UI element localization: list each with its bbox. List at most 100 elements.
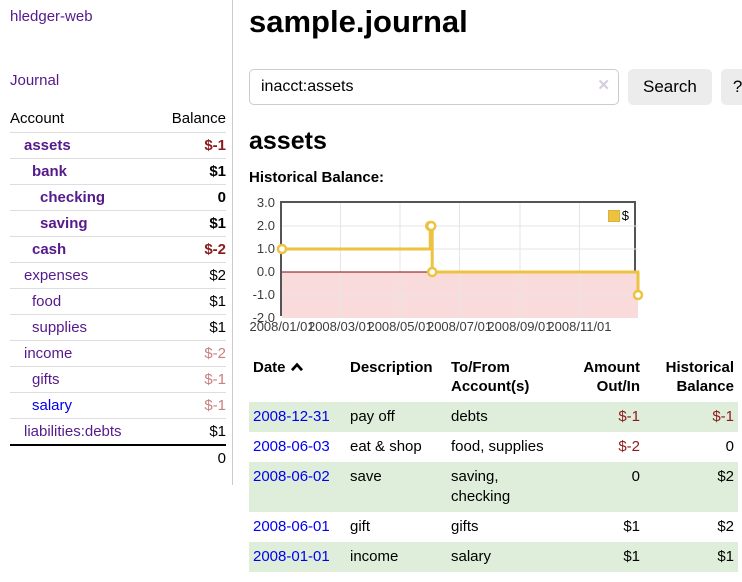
- transaction-accounts: salary: [451, 548, 492, 565]
- register-table-body: 2008-12-31 pay off debts $-1 $-1 2008-06-03 ea…: [249, 402, 738, 572]
- chart-y-tick-label: 0.0: [256, 264, 275, 279]
- register-row: 2008-06-02 save saving, checking 0 $2: [249, 462, 738, 512]
- search-form: ✕ Search ?: [249, 69, 742, 105]
- register-header-description: Description: [350, 359, 433, 376]
- main-content: sample.journal ✕ Search ? assets Histori…: [233, 0, 742, 572]
- transaction-date-link[interactable]: 2008-06-03: [253, 438, 330, 455]
- legend-label: $: [621, 208, 629, 223]
- account-balance: $1: [155, 314, 226, 341]
- account-row: liabilities:debts $1: [10, 418, 226, 445]
- transaction-amount: $-2: [618, 438, 640, 455]
- account-link-food[interactable]: food: [32, 293, 62, 310]
- accounts-header-row: Account Balance: [10, 106, 226, 133]
- accounts-total-value: 0: [155, 444, 226, 471]
- account-link-cash[interactable]: cash: [32, 241, 67, 258]
- account-balance: $-2: [155, 236, 226, 263]
- account-row: assets $-1: [10, 132, 226, 159]
- account-link-salary[interactable]: salary: [32, 397, 73, 414]
- register-header-accounts: To/From Account(s): [451, 359, 530, 395]
- register-header-date[interactable]: Date: [249, 355, 346, 402]
- account-row: food $1: [10, 288, 226, 315]
- chart-x-tick-label: 2008/11/01: [547, 319, 612, 334]
- transaction-description: eat & shop: [350, 438, 422, 455]
- account-link-gifts[interactable]: gifts: [32, 371, 60, 388]
- transaction-accounts: food, supplies: [451, 438, 544, 455]
- transaction-accounts: saving, checking: [451, 468, 511, 505]
- transaction-balance: 0: [725, 438, 734, 455]
- chart-y-tick-label: -2.0: [252, 310, 275, 325]
- accounts-table: Account Balance assets $-1 bank $1 checking 0…: [10, 106, 226, 471]
- help-button[interactable]: ?: [720, 69, 742, 105]
- chart-x-tick-label: 2008/09/01: [487, 319, 553, 334]
- sort-ascending-icon: [290, 362, 303, 372]
- transaction-date-link[interactable]: 2008-06-02: [253, 468, 330, 485]
- sidebar-item-journal[interactable]: Journal: [10, 72, 60, 89]
- account-link-bank[interactable]: bank: [32, 163, 68, 180]
- transaction-description: save: [350, 468, 382, 485]
- account-balance: $1: [155, 210, 226, 237]
- transaction-balance: $2: [717, 468, 734, 485]
- search-button[interactable]: Search: [628, 69, 712, 105]
- account-link-income[interactable]: income: [24, 345, 73, 362]
- transaction-amount: $1: [623, 518, 640, 535]
- account-row: bank $1: [10, 158, 226, 185]
- transaction-date-link[interactable]: 2008-12-31: [253, 408, 330, 425]
- account-balance: $-1: [155, 132, 226, 159]
- chart-x-tick-label: 2008/03/01: [307, 319, 374, 334]
- transaction-date-link[interactable]: 2008-01-01: [253, 548, 330, 565]
- accounts-table-body: assets $-1 bank $1 checking 0 saving $1 cash $-2 e…: [10, 132, 226, 445]
- chart-y-tick-label: 2.0: [256, 218, 275, 233]
- historical-balance-chart: $ 3.0 2.0 1.0 0.0 -1.0 -2.0 2008/01/01 2008/03/…: [249, 196, 738, 334]
- account-link-supplies[interactable]: supplies: [32, 319, 88, 336]
- account-link-expenses[interactable]: expenses: [24, 267, 89, 284]
- chart-y-tick-label: 3.0: [256, 195, 275, 210]
- account-link-assets[interactable]: assets: [24, 137, 71, 154]
- account-link-checking[interactable]: checking: [40, 189, 106, 206]
- account-row: income $-2: [10, 340, 226, 367]
- register-header-row: Date Description To/From Account(s) Amou…: [249, 355, 738, 402]
- search-input[interactable]: [249, 69, 619, 105]
- transaction-description: income: [350, 548, 399, 565]
- account-link-saving[interactable]: saving: [40, 215, 88, 232]
- account-row: salary $-1: [10, 392, 226, 419]
- account-balance: $1: [155, 288, 226, 315]
- chart-legend: $: [606, 207, 630, 224]
- chart-title: Historical Balance:: [249, 169, 385, 186]
- sidebar: hledger-web Journal Account Balance asse…: [0, 0, 233, 485]
- chart-x-tick-label: 2008/01/01: [249, 319, 315, 334]
- app-title-link[interactable]: hledger-web: [10, 8, 93, 25]
- register-row: 2008-06-03 eat & shop food, supplies $-2 0: [249, 432, 738, 462]
- accounts-total-row: 0: [10, 444, 226, 471]
- register-header-balance: Historical Balance: [665, 359, 734, 395]
- transaction-balance: $-1: [712, 408, 734, 425]
- transaction-date-link[interactable]: 2008-06-01: [253, 518, 330, 535]
- transaction-balance: $2: [717, 518, 734, 535]
- account-balance: $1: [155, 418, 226, 445]
- account-balance: $2: [155, 262, 226, 289]
- accounts-header-balance: Balance: [171, 110, 226, 127]
- chart-x-tick-label: 2008/07/01: [426, 319, 493, 334]
- account-balance: $-2: [155, 340, 226, 367]
- register-row: 2008-06-01 gift gifts $1 $2: [249, 512, 738, 542]
- register-table: Date Description To/From Account(s) Amou…: [249, 355, 738, 572]
- account-balance: 0: [155, 184, 226, 211]
- account-row: cash $-2: [10, 236, 226, 263]
- account-row: saving $1: [10, 210, 226, 237]
- transaction-accounts: gifts: [451, 518, 479, 535]
- account-row: expenses $2: [10, 262, 226, 289]
- register-header-amount: Amount Out/In: [583, 359, 640, 395]
- account-balance: $-1: [155, 366, 226, 393]
- register-row: 2008-12-31 pay off debts $-1 $-1: [249, 402, 738, 432]
- transaction-description: gift: [350, 518, 371, 535]
- clear-search-icon[interactable]: ✕: [597, 77, 610, 94]
- register-row: 2008-01-01 income salary $1 $1: [249, 542, 738, 572]
- transaction-amount: $-1: [618, 408, 640, 425]
- account-row: checking 0: [10, 184, 226, 211]
- chart-y-tick-label: 1.0: [256, 241, 275, 256]
- account-balance: $-1: [155, 392, 226, 419]
- account-link-liabilities-debts[interactable]: liabilities:debts: [24, 423, 122, 440]
- transaction-balance: $1: [717, 548, 734, 565]
- transaction-amount: 0: [631, 468, 640, 485]
- account-balance: $1: [155, 158, 226, 185]
